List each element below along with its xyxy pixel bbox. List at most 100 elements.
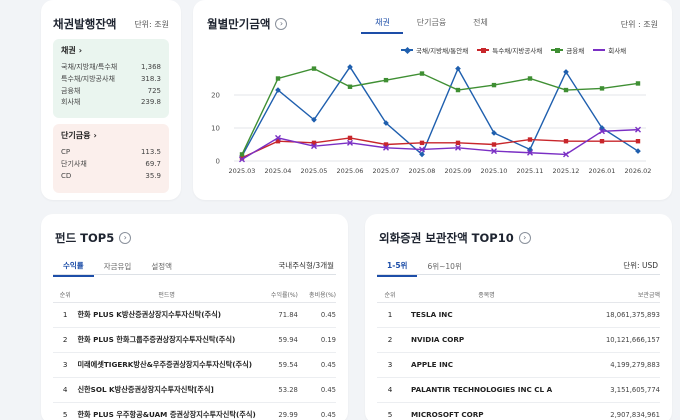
return-cell: 59.54 bbox=[255, 352, 298, 378]
col-fund-name: 펀드명 bbox=[77, 288, 256, 303]
rank-cell: 2 bbox=[377, 327, 403, 353]
security-name-link[interactable]: NVIDIA CORP bbox=[403, 327, 570, 353]
legend-swatch bbox=[477, 47, 490, 53]
series-line bbox=[241, 128, 639, 160]
arrow-right-circle-icon[interactable]: › bbox=[518, 232, 531, 244]
bond-issuance-card: 채권발행잔액 단위: 조원 채권 › 국채/지방채/특수채 1,368 특수채/지방… bbox=[41, 0, 181, 200]
table-row[interactable]: 5 MICROSOFT CORP 2,907,834,961 bbox=[377, 402, 660, 420]
return-cell: 29.99 bbox=[255, 402, 298, 420]
legend-item[interactable]: 국채/지방채/통안채 bbox=[401, 45, 468, 55]
table-row[interactable]: 2 한화 PLUS 한화그룹주증권상장지수투자신탁(주식) 59.94 0.19 bbox=[53, 327, 336, 353]
rank-cell: 4 bbox=[53, 377, 78, 403]
foreign-title[interactable]: 외화증권 보관잔액 TOP10 › bbox=[379, 230, 531, 246]
data-point bbox=[455, 144, 461, 151]
fund-name-link[interactable]: 신한SOL K방산증권상장지수투자신탁[주식] bbox=[77, 377, 256, 403]
tab-rank-1-5[interactable]: 1-5위 bbox=[377, 257, 418, 277]
data-point bbox=[599, 139, 605, 144]
table-row[interactable]: 1 한화 PLUS K방산증권상장지수투자신탁(주식) 71.84 0.45 bbox=[53, 302, 336, 328]
monthly-tabs: 채권 단기금융 전체 bbox=[361, 14, 501, 34]
data-point bbox=[527, 149, 533, 156]
data-point bbox=[635, 139, 641, 144]
tab-inflow[interactable]: 자금유입 bbox=[103, 262, 132, 271]
data-point bbox=[491, 148, 497, 155]
table-row[interactable]: 2 NVIDIA CORP 10,121,666,157 bbox=[377, 327, 660, 353]
x-tick-label: 2025.09 bbox=[445, 167, 472, 175]
bonds-box[interactable]: 채권 › 국채/지방채/특수채 1,368 특수채/지방공사채 318.3 금융채 72… bbox=[53, 39, 169, 118]
security-name-link[interactable]: TESLA INC bbox=[403, 302, 570, 328]
tab-short-term[interactable]: 단기금융 bbox=[416, 18, 447, 27]
fund-title[interactable]: 펀드 TOP5 › bbox=[55, 230, 132, 246]
data-point bbox=[347, 135, 353, 141]
issuance-title: 채권발행잔액 bbox=[53, 17, 117, 31]
fee-cell: 0.45 bbox=[297, 377, 336, 403]
x-tick-label: 2026.01 bbox=[589, 167, 616, 175]
arrow-right-circle-icon[interactable]: › bbox=[275, 18, 288, 30]
rank-cell: 5 bbox=[53, 402, 78, 420]
data-point bbox=[275, 87, 281, 93]
table-row[interactable]: 3 미래에셋TIGERK방산&우주증권상장지수투자신탁(주식) 59.54 0.45 bbox=[53, 352, 336, 378]
fee-cell: 0.45 bbox=[297, 302, 336, 328]
tab-aum[interactable]: 설정액 bbox=[151, 262, 173, 271]
data-point bbox=[419, 151, 425, 158]
data-point bbox=[455, 140, 461, 146]
table-row[interactable]: 4 PALANTIR TECHNOLOGIES INC CL A 3,151,605… bbox=[377, 377, 660, 403]
fund-tabs: 수익률 자금유입 설정액 bbox=[53, 257, 182, 277]
return-cell: 59.94 bbox=[255, 327, 298, 353]
data-point bbox=[599, 86, 605, 91]
rank-cell: 1 bbox=[377, 302, 403, 328]
data-point bbox=[383, 77, 389, 83]
short-row: CP 113.5 bbox=[61, 148, 161, 156]
data-point bbox=[275, 134, 281, 141]
tab-all[interactable]: 전체 bbox=[473, 18, 488, 27]
fee-cell: 0.45 bbox=[297, 402, 336, 420]
x-tick-label: 2025.10 bbox=[481, 167, 508, 175]
legend-item[interactable]: 회사채 bbox=[593, 45, 626, 55]
data-point bbox=[347, 139, 353, 146]
legend-label: 국채/지방채/통안채 bbox=[416, 47, 469, 55]
series-line bbox=[241, 65, 639, 157]
monthly-unit: 단위 : 조원 bbox=[620, 19, 658, 29]
monthly-title[interactable]: 월별만기금액 › bbox=[207, 16, 288, 32]
chevron-right-icon: › bbox=[93, 131, 97, 140]
security-name-link[interactable]: PALANTIR TECHNOLOGIES INC CL A bbox=[403, 377, 570, 403]
arrow-right-circle-icon[interactable]: › bbox=[119, 232, 132, 244]
legend-item[interactable]: 금융채 bbox=[551, 45, 584, 55]
security-name-link[interactable]: MICROSOFT CORP bbox=[403, 402, 570, 420]
amount-cell: 3,151,605,774 bbox=[570, 377, 660, 403]
rank-cell: 2 bbox=[53, 327, 78, 353]
data-point bbox=[419, 71, 425, 76]
data-point bbox=[599, 128, 605, 135]
y-tick-label: 20 bbox=[211, 92, 220, 100]
data-point bbox=[347, 64, 353, 70]
rank-cell: 5 bbox=[377, 402, 403, 420]
fund-name-link[interactable]: 한화 PLUS K방산증권상장지수투자신탁(주식) bbox=[77, 302, 256, 328]
amount-cell: 4,199,279,883 bbox=[570, 352, 660, 378]
short-term-link[interactable]: 단기금융 › bbox=[61, 131, 97, 140]
fund-name-link[interactable]: 한화 PLUS 우주항공&UAM 증권상장지수투자신탁(주식) bbox=[77, 402, 256, 420]
foreign-unit: 단위: USD bbox=[623, 261, 658, 270]
table-row[interactable]: 5 한화 PLUS 우주항공&UAM 증권상장지수투자신탁(주식) 29.99 0.4… bbox=[53, 402, 336, 420]
tab-return[interactable]: 수익률 bbox=[53, 257, 94, 277]
fund-name-link[interactable]: 한화 PLUS 한화그룹주증권상장지수투자신탁(주식) bbox=[77, 327, 256, 353]
short-row: CD 35.9 bbox=[61, 171, 161, 180]
data-point bbox=[347, 84, 353, 89]
bond-row: 금융채 725 bbox=[61, 86, 161, 95]
data-point bbox=[383, 144, 389, 151]
table-row[interactable]: 1 TESLA INC 18,061,375,893 bbox=[377, 302, 660, 328]
legend-label: 금융채 bbox=[566, 47, 585, 55]
security-name-link[interactable]: APPLE INC bbox=[403, 352, 570, 378]
legend-item[interactable]: 특수채/지방공사채 bbox=[477, 45, 542, 55]
data-point bbox=[383, 120, 389, 126]
x-tick-label: 2025.12 bbox=[553, 167, 580, 175]
table-row[interactable]: 3 APPLE INC 4,199,279,883 bbox=[377, 352, 660, 378]
x-tick-label: 2025.07 bbox=[373, 167, 400, 175]
data-point bbox=[635, 81, 641, 86]
fund-name-link[interactable]: 미래에셋TIGERK방산&우주증권상장지수투자신탁(주식) bbox=[77, 352, 256, 378]
tab-bonds[interactable]: 채권 bbox=[361, 14, 404, 34]
table-row[interactable]: 4 신한SOL K방산증권상장지수투자신탁[주식] 53.28 0.45 bbox=[53, 377, 336, 403]
amount-cell: 2,907,834,961 bbox=[570, 402, 660, 420]
data-point bbox=[239, 155, 245, 160]
short-term-box[interactable]: 단기금융 › CP 113.5 단기사채 69.7 CD 35.9 bbox=[53, 124, 169, 193]
bonds-link[interactable]: 채권 › bbox=[61, 46, 83, 55]
tab-rank-6-10[interactable]: 6위~10위 bbox=[427, 262, 462, 271]
